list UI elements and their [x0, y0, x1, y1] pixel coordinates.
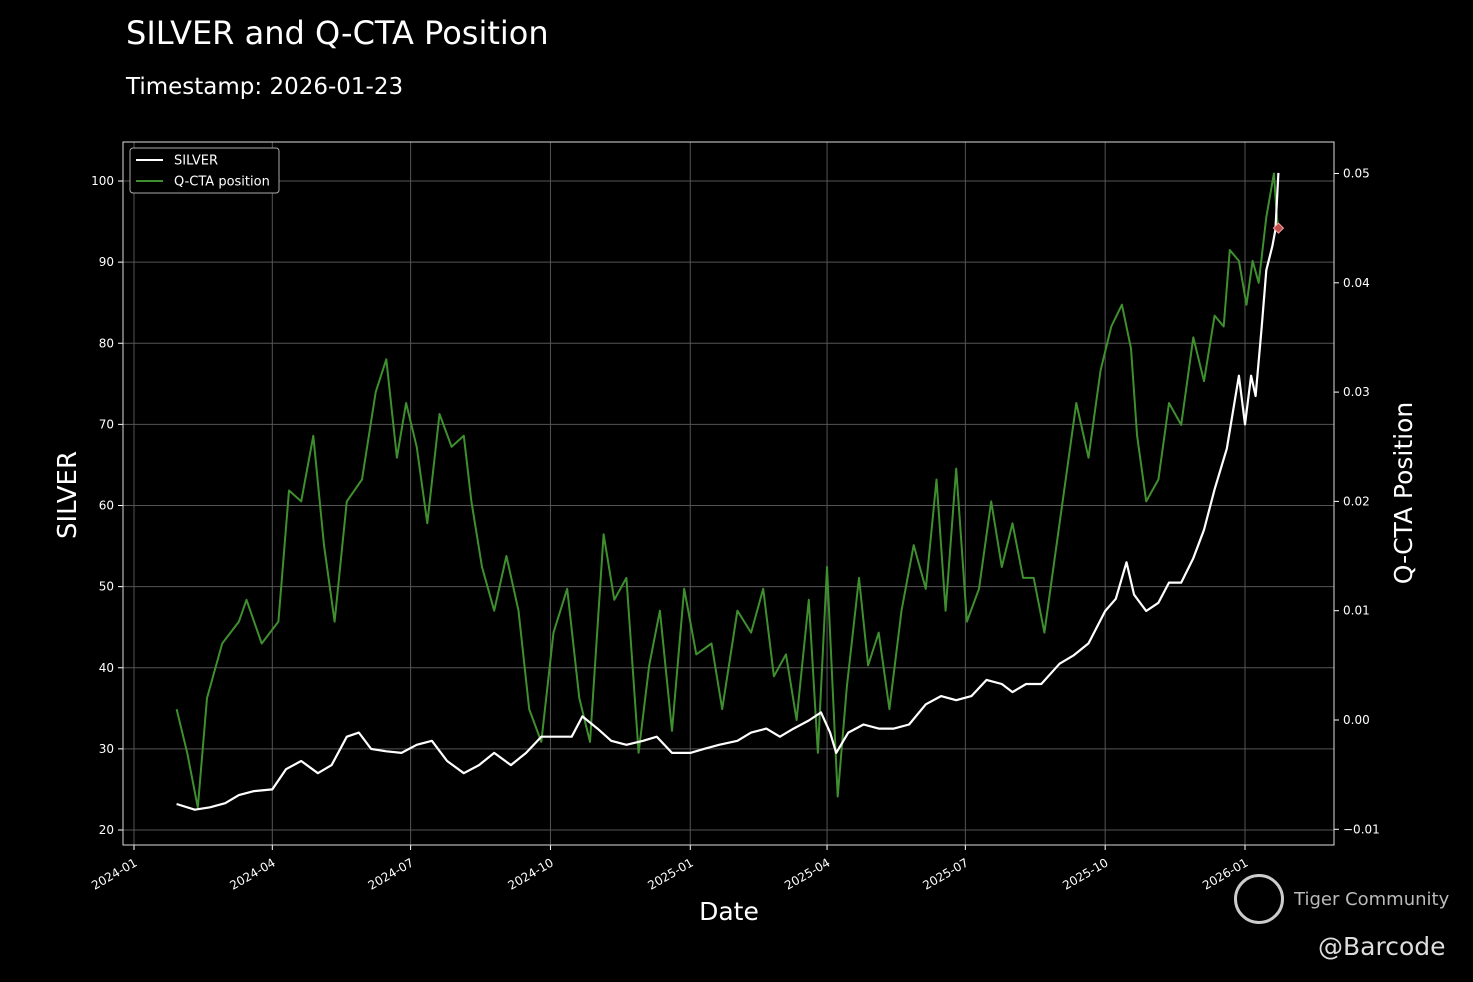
x-tick-label: 2024-04: [227, 855, 277, 892]
series-line-silver: [176, 172, 1280, 811]
y-left-tick-label: 70: [99, 417, 114, 431]
y-right-axis-label: Q-CTA Position: [1389, 402, 1418, 585]
legend-label: Q-CTA position: [174, 175, 270, 190]
y-right-tick-label: 0.03: [1343, 385, 1370, 399]
y-left-tick-label: 20: [99, 823, 114, 837]
tiger-logo-icon: [1234, 874, 1284, 924]
x-tick-label: 2025-01: [645, 855, 695, 892]
legend-box: [129, 147, 280, 194]
watermark-handle: @Barcode: [1318, 932, 1446, 961]
y-left-tick-label: 60: [99, 499, 114, 513]
legend: SILVER Q-CTA position: [129, 147, 280, 194]
plot-frame: [122, 141, 1335, 846]
x-tick-label: 2024-10: [506, 855, 556, 892]
x-tick-label: 2024-07: [366, 855, 416, 892]
y-right-tick-label: 0.05: [1343, 167, 1370, 181]
x-tick-label: 2025-10: [1060, 855, 1110, 892]
x-axis-label: Date: [699, 897, 759, 926]
y-right-tick-label: 0.01: [1343, 604, 1370, 618]
y-left-tick-label: 80: [99, 336, 114, 350]
y-left-tick-label: 40: [99, 661, 114, 675]
series-line-q-cta: [175, 172, 1280, 809]
y-left-tick-label: 50: [99, 580, 114, 594]
y-right-tick-label: 0.02: [1343, 494, 1370, 508]
chart-title: SILVER and Q-CTA Position: [126, 14, 549, 52]
chart-subtitle: Timestamp: 2026-01-23: [126, 74, 404, 100]
y-left-axis-label: SILVER: [53, 451, 83, 539]
x-tick-label: 2024-01: [89, 855, 139, 892]
legend-label: SILVER: [174, 154, 218, 169]
y-left-tick-label: 90: [99, 255, 114, 269]
last-value-marker: [1272, 222, 1285, 234]
x-tick-label: 2025-07: [920, 855, 970, 892]
y-left-tick-label: 100: [91, 174, 114, 188]
y-right-tick-label: 0.00: [1343, 713, 1370, 727]
y-right-tick-label: −0.01: [1343, 822, 1380, 836]
x-tick-label: 2025-04: [782, 855, 832, 892]
y-right-tick-label: 0.04: [1343, 276, 1370, 290]
watermark-brand: Tiger Community: [1294, 889, 1450, 910]
y-left-tick-label: 30: [99, 742, 114, 756]
